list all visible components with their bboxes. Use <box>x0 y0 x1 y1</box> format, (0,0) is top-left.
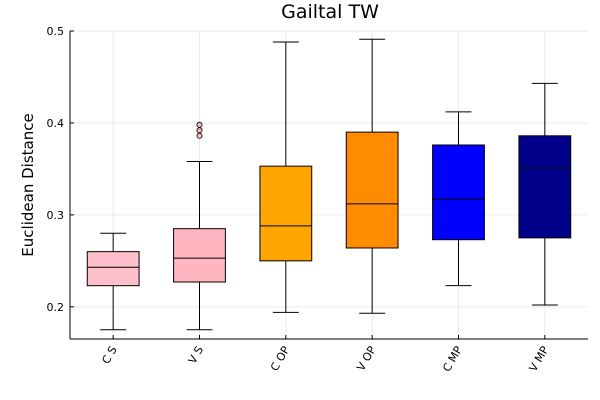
box-iqr <box>173 228 226 283</box>
outlier-point <box>196 127 203 134</box>
y-tick-label: 0.5 <box>47 25 65 38</box>
y-tick-label: 0.2 <box>47 301 65 314</box>
x-tick-label: C MP <box>440 344 465 374</box>
box-iqr <box>86 251 140 287</box>
y-tick-label: 0.4 <box>47 117 65 130</box>
box-group <box>259 41 313 313</box>
chart-title: Gailtal TW <box>281 1 379 23</box>
x-tick-label: V S <box>186 344 206 366</box>
box-group <box>432 111 485 287</box>
box-group <box>518 82 572 306</box>
box-iqr <box>432 144 485 241</box>
box-iqr <box>518 135 572 239</box>
outlier-point <box>196 121 203 128</box>
y-tick-layer: 0.2 0.3 0.4 0.5 <box>47 25 74 314</box>
box-group <box>345 38 399 314</box>
y-tick-label: 0.3 <box>47 209 65 222</box>
x-tick-label: C OP <box>268 344 293 374</box>
x-tick-layer: C S V S C OP V OP C MP V MP <box>99 335 552 374</box>
box-iqr <box>259 165 313 262</box>
boxes-layer <box>86 38 572 331</box>
outlier-point <box>196 132 203 139</box>
box-group <box>86 232 140 331</box>
axes <box>69 31 588 340</box>
x-tick-label: C S <box>99 344 119 366</box>
x-tick-label: V MP <box>527 344 552 374</box>
grid-lines <box>70 30 588 339</box>
y-axis-label: Euclidean Distance <box>19 113 37 256</box>
x-tick-label: V OP <box>354 344 379 374</box>
box-group <box>173 121 226 331</box>
box-iqr <box>345 131 399 249</box>
